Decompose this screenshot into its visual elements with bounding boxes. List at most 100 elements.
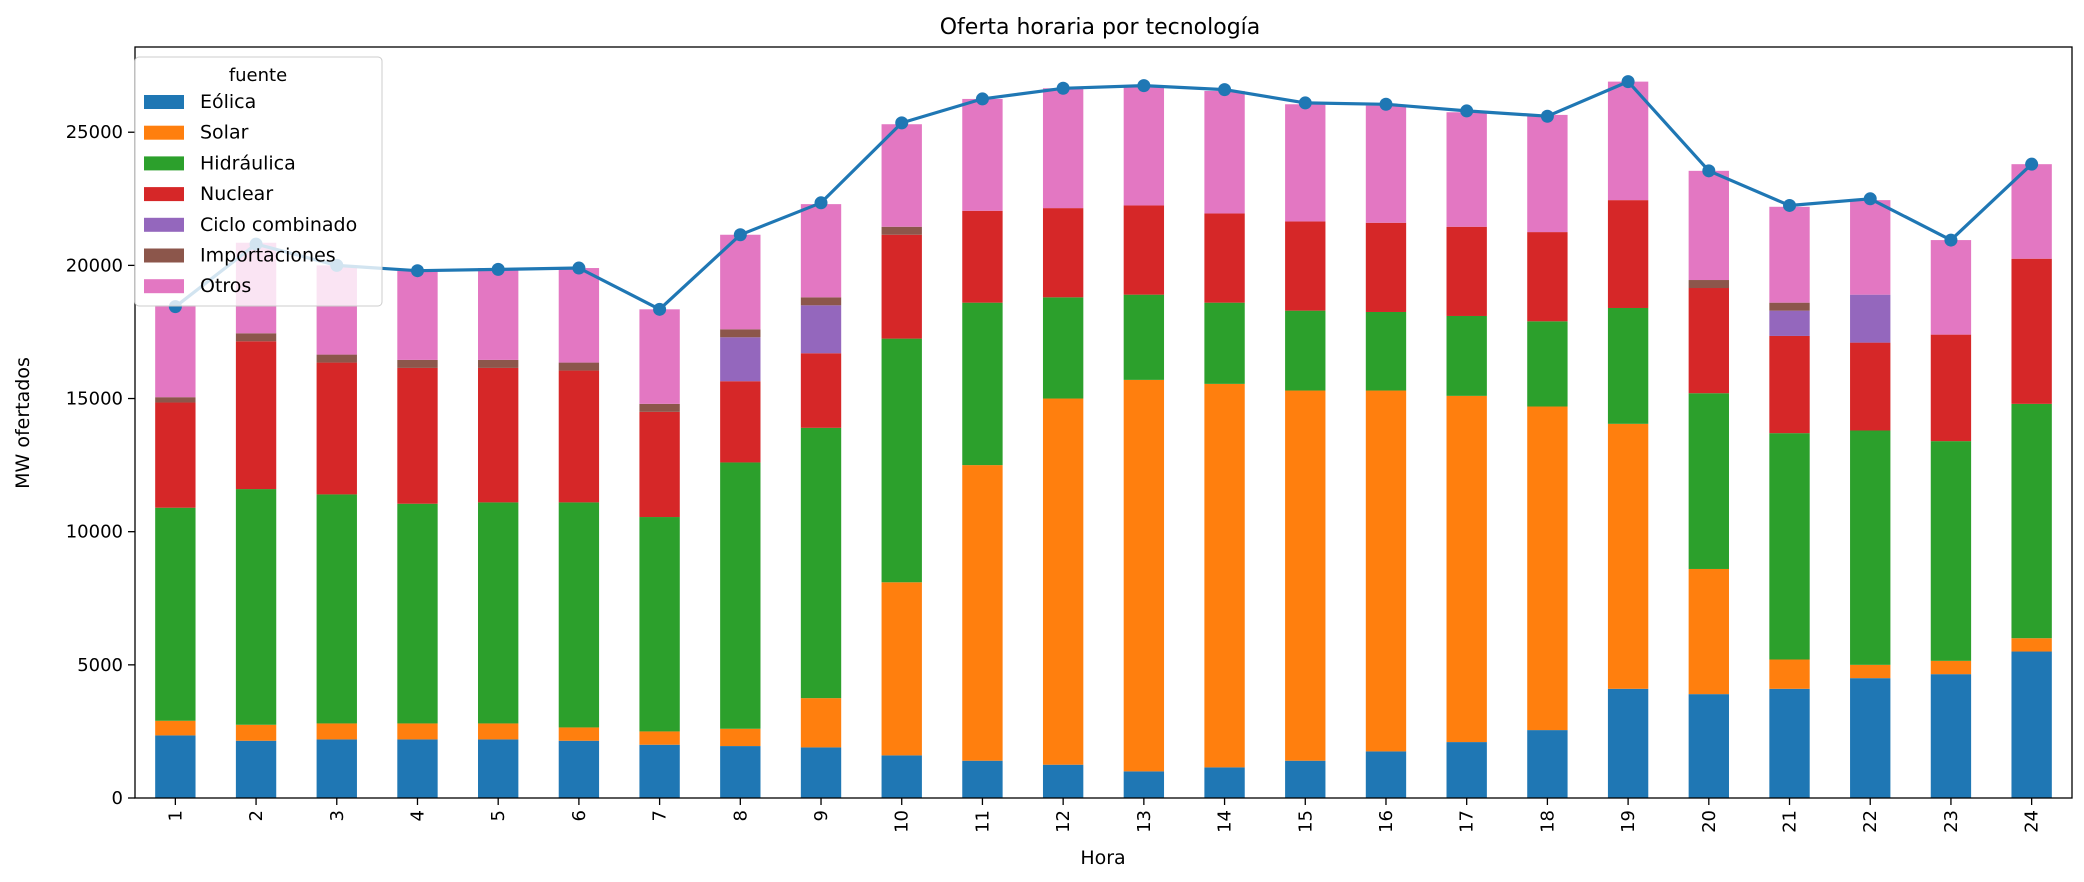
bar-segment — [1204, 302, 1245, 384]
bar-segment — [1850, 664, 1891, 679]
x-tick-label: 20 — [1699, 810, 1720, 833]
bar-segment — [235, 341, 277, 490]
x-tick-label: 1 — [165, 810, 186, 821]
bar-segment — [397, 723, 438, 740]
bar-segment — [1446, 112, 1487, 227]
bar-segment — [720, 329, 761, 338]
total-line-marker — [1460, 104, 1474, 118]
legend-swatch — [144, 125, 184, 140]
total-line-marker — [1379, 97, 1393, 111]
bar-segment — [1769, 688, 1810, 798]
bar-segment — [1850, 294, 1891, 343]
bar-segment — [1285, 390, 1326, 761]
total-line-marker — [491, 262, 505, 276]
x-tick-label: 15 — [1295, 810, 1316, 833]
bar-segment — [316, 739, 357, 798]
total-line-marker — [1540, 109, 1554, 123]
bar-segment — [2011, 164, 2052, 259]
bar-segment — [155, 735, 196, 798]
bar-segment — [1446, 226, 1487, 316]
bar-segment — [478, 367, 519, 503]
legend-label: Otros — [200, 275, 251, 297]
legend-box — [134, 56, 383, 307]
bar-segment — [316, 723, 357, 740]
total-line-marker — [572, 261, 586, 275]
bar-segment — [155, 720, 196, 736]
bar-segment — [1769, 310, 1810, 336]
x-tick-label: 7 — [650, 810, 671, 821]
bar-segment — [1446, 315, 1487, 396]
bar-segment — [397, 359, 438, 368]
legend-label: Nuclear — [200, 183, 273, 205]
bar-segment — [881, 582, 922, 756]
bar-segment — [397, 739, 438, 798]
chart-title: Oferta horaria por tecnología — [940, 15, 1261, 40]
bar-segment — [720, 728, 761, 747]
bar-segment — [1769, 206, 1810, 303]
total-line-marker — [895, 116, 909, 130]
bar-segment — [800, 427, 842, 699]
bar-segment — [235, 740, 277, 798]
bar-segment — [1688, 568, 1729, 695]
bar-segment — [1285, 221, 1326, 311]
bar-segment — [1365, 390, 1407, 752]
x-tick-label: 5 — [488, 810, 509, 821]
x-tick-label: 9 — [811, 810, 832, 821]
bar-segment — [1123, 379, 1165, 772]
x-tick-label: 18 — [1537, 810, 1558, 833]
bar-segment — [1042, 398, 1084, 765]
legend-swatch — [144, 95, 184, 109]
bar-segment — [720, 746, 761, 798]
bar-segment — [800, 204, 842, 298]
x-tick-label: 10 — [892, 810, 913, 833]
y-axis: 0 5000 10000 15000 20000 25000 — [66, 122, 135, 809]
legend-swatch — [144, 156, 184, 171]
bar-segment — [558, 370, 600, 503]
x-tick-label: 6 — [569, 810, 590, 821]
bar-segment — [881, 226, 922, 235]
total-line-marker — [1783, 198, 1797, 212]
bar-segment — [962, 210, 1003, 303]
total-line-marker — [814, 196, 828, 210]
bar-segment — [1688, 694, 1729, 798]
x-tick-label: 16 — [1376, 810, 1397, 833]
bar-segment — [962, 465, 1003, 761]
bar-segment — [1607, 307, 1649, 424]
x-tick-label: 22 — [1860, 810, 1881, 833]
y-tick-label: 10000 — [66, 522, 123, 543]
bar-segment — [1285, 310, 1326, 391]
bar-segment — [1930, 660, 1972, 675]
bar-segment — [720, 381, 761, 463]
bar-segment — [881, 124, 922, 227]
total-line-marker — [1137, 79, 1151, 93]
bar-segment — [478, 359, 519, 368]
bar-segment — [1204, 213, 1245, 303]
total-line-marker — [1621, 75, 1635, 89]
bar-segment — [1527, 232, 1568, 322]
legend-swatch — [144, 217, 184, 232]
bar-segment — [1123, 205, 1165, 295]
y-tick-label: 20000 — [66, 255, 123, 276]
bar-segment — [478, 268, 519, 360]
bar-segment — [1850, 678, 1891, 798]
bar-segment — [1204, 383, 1245, 768]
legend-swatch — [144, 187, 184, 202]
bar-segment — [639, 411, 680, 518]
bar-segment — [639, 309, 680, 404]
bar-segment — [1527, 321, 1568, 407]
bar-segment — [316, 362, 357, 495]
bar-segment — [397, 367, 438, 504]
total-line-marker — [975, 92, 989, 106]
bar-segment — [1850, 200, 1891, 295]
bar-segment — [720, 234, 761, 330]
total-line-marker — [2025, 157, 2039, 171]
bar-segment — [397, 503, 438, 724]
bar-segment — [1607, 688, 1649, 798]
bar-segment — [1688, 393, 1729, 569]
bar-segment — [639, 731, 680, 745]
total-line-marker — [653, 302, 667, 316]
bar-segment — [1123, 85, 1165, 206]
legend-label: Hidráulica — [200, 152, 296, 174]
y-axis-label: MW ofertados — [12, 357, 34, 489]
y-tick-label: 0 — [112, 788, 123, 809]
